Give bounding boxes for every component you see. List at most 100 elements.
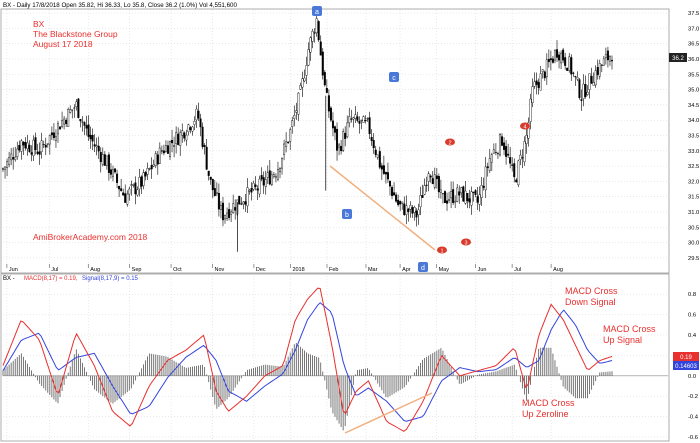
candle-body [42,144,45,146]
candle-body [242,201,245,205]
candle-body [258,178,261,195]
candle-body [407,208,410,212]
candle-body [429,175,432,178]
candle-body [403,203,406,215]
candle-body [602,58,605,66]
candle-body [570,57,573,75]
candle-body [533,81,536,87]
candle-body [238,195,241,205]
candle-body [83,122,86,126]
candle-body [560,52,563,64]
candle-body [266,172,269,178]
candle-body [197,110,200,119]
candle-body [543,71,546,79]
price-trendline [329,165,436,251]
wave-label-c: c [389,72,399,82]
candle-body [362,116,365,123]
candle-body [503,142,506,150]
svg-text:c: c [392,75,396,82]
candle-body [539,73,542,91]
candle-body [486,166,489,168]
candle-body [224,215,227,220]
candle-body [358,121,361,124]
candle-body [89,134,92,140]
candle-body [193,121,196,125]
candle-body [169,141,172,157]
candle-body [517,160,520,186]
candle-body [354,114,357,119]
y-tick-label: -0.2 [688,394,698,400]
candle-body [472,191,475,193]
candle-body [474,190,477,195]
chart-title-date: August 17 2018 [33,39,93,49]
candle-body [564,57,567,66]
candle-body [321,51,324,76]
candle-body [399,201,402,205]
candle-body [553,50,556,61]
candle-body [608,56,611,62]
annotation-zeroline-2: Up Zeroline [522,409,569,419]
candle-body [285,141,288,147]
candle-body [195,108,198,121]
candle-body [594,70,597,86]
x-tick-label: Jun [9,267,18,273]
candle-body [107,154,110,173]
candle-body [130,184,133,186]
candle-body [448,199,451,201]
candle-body [307,49,310,66]
signal-line [2,302,613,422]
candle-body [382,165,385,174]
candle-body [215,192,218,194]
candle-body [244,201,247,205]
candle-body [366,118,369,120]
candle-body [219,205,222,211]
candle-body [443,191,446,204]
candle-body [283,143,286,155]
candle-body [494,151,497,153]
candle-body [380,165,383,170]
annotation-cross-down-1: MACD Cross [565,286,618,296]
candle-body [468,198,471,203]
candle-body [226,212,229,219]
candle-body [384,172,387,175]
candle-body [146,168,149,175]
y-tick-label: 31.0 [688,210,699,216]
chart-title-ticker: BX [33,19,45,29]
candle-body [140,176,143,187]
candle-body [478,194,481,205]
candle-body [505,146,508,157]
candle-body [65,119,68,125]
svg-text:36.2: 36.2 [672,56,684,62]
candle-body [590,75,593,84]
candle-body [67,109,70,127]
candle-body [105,155,108,166]
candle-body [572,72,575,74]
candle-body [604,54,607,58]
svg-text:4: 4 [523,125,526,131]
candle-body [329,107,332,121]
candle-body [466,193,469,202]
svg-text:2: 2 [448,141,451,147]
candle-body [417,209,420,216]
candle-body [189,127,192,131]
candle-body [393,192,396,196]
candle-body [311,31,314,42]
candle-body [397,199,400,205]
candle-body [446,200,449,204]
candle-body [425,184,428,186]
candle-body [576,77,579,80]
candle-body [327,95,330,112]
candle-body [360,119,363,121]
y-tick-label: 33.0 [688,149,699,155]
candle-body [427,173,430,182]
candle-body [574,76,577,78]
candle-body [372,140,375,149]
candle-body [498,134,501,156]
candle-body [248,190,251,192]
y-tick-label: -0.4 [688,415,699,421]
candle-body [413,207,416,213]
candle-body [73,107,76,109]
candle-body [250,188,253,193]
candle-body [437,176,440,193]
